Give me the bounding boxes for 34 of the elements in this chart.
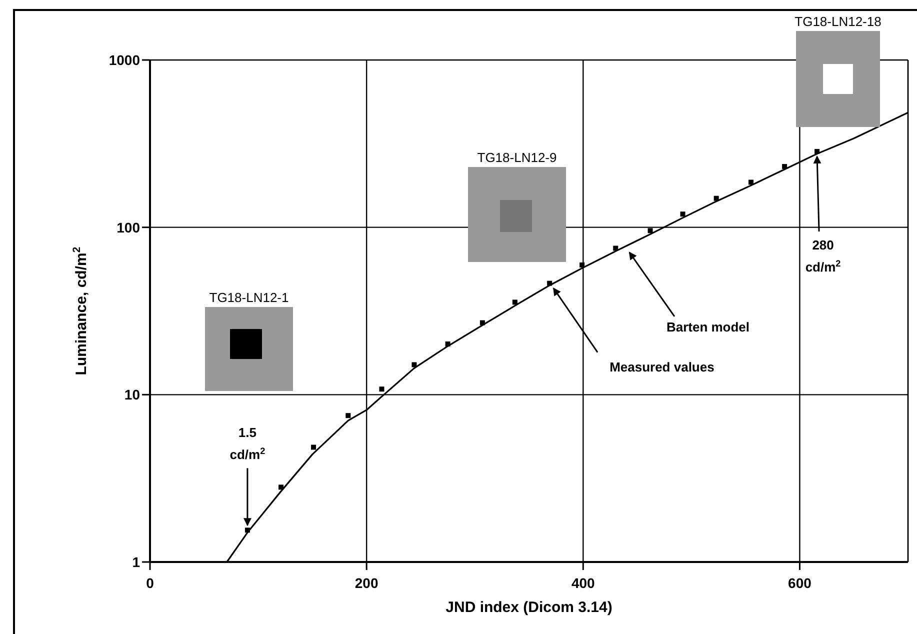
x-tick-label: 0: [146, 574, 154, 591]
point: [379, 386, 384, 392]
text: TG18-LN12-18: [794, 14, 882, 29]
annotation: TG18-LN12-9: [477, 150, 557, 165]
point: [480, 320, 485, 326]
x-axis-title: JND index (Dicom 3.14): [446, 599, 612, 616]
point: [547, 280, 552, 286]
point: [680, 212, 686, 217]
point: [244, 528, 250, 533]
y-tick-label: 1000: [108, 52, 140, 68]
point: [346, 413, 351, 418]
point: [814, 148, 820, 154]
x-tick-label: 400: [571, 574, 596, 591]
point: [648, 228, 653, 234]
y-tick-label: 10: [124, 386, 140, 403]
annotation: 280 cd/m$^{2}$: [805, 237, 841, 274]
point: [748, 180, 754, 185]
point: [782, 164, 788, 169]
point: [412, 362, 417, 368]
annotation: TG18-LN12-1: [209, 290, 289, 305]
x-tick-label: 600: [788, 574, 812, 591]
x-tick-label: 200: [354, 574, 378, 591]
point: [445, 341, 450, 346]
point: [714, 196, 719, 201]
point: [613, 246, 618, 251]
point: [311, 444, 316, 450]
annotation: Barten model: [666, 319, 750, 334]
point: [278, 484, 284, 490]
point: [512, 300, 518, 305]
annotation: Measured values: [610, 359, 714, 374]
annotation: 1.5 cd/m$^{2}$: [230, 425, 266, 462]
y-tick-label: 100: [116, 219, 140, 236]
point: [580, 262, 585, 268]
y-tick-label: 1: [132, 554, 140, 570]
